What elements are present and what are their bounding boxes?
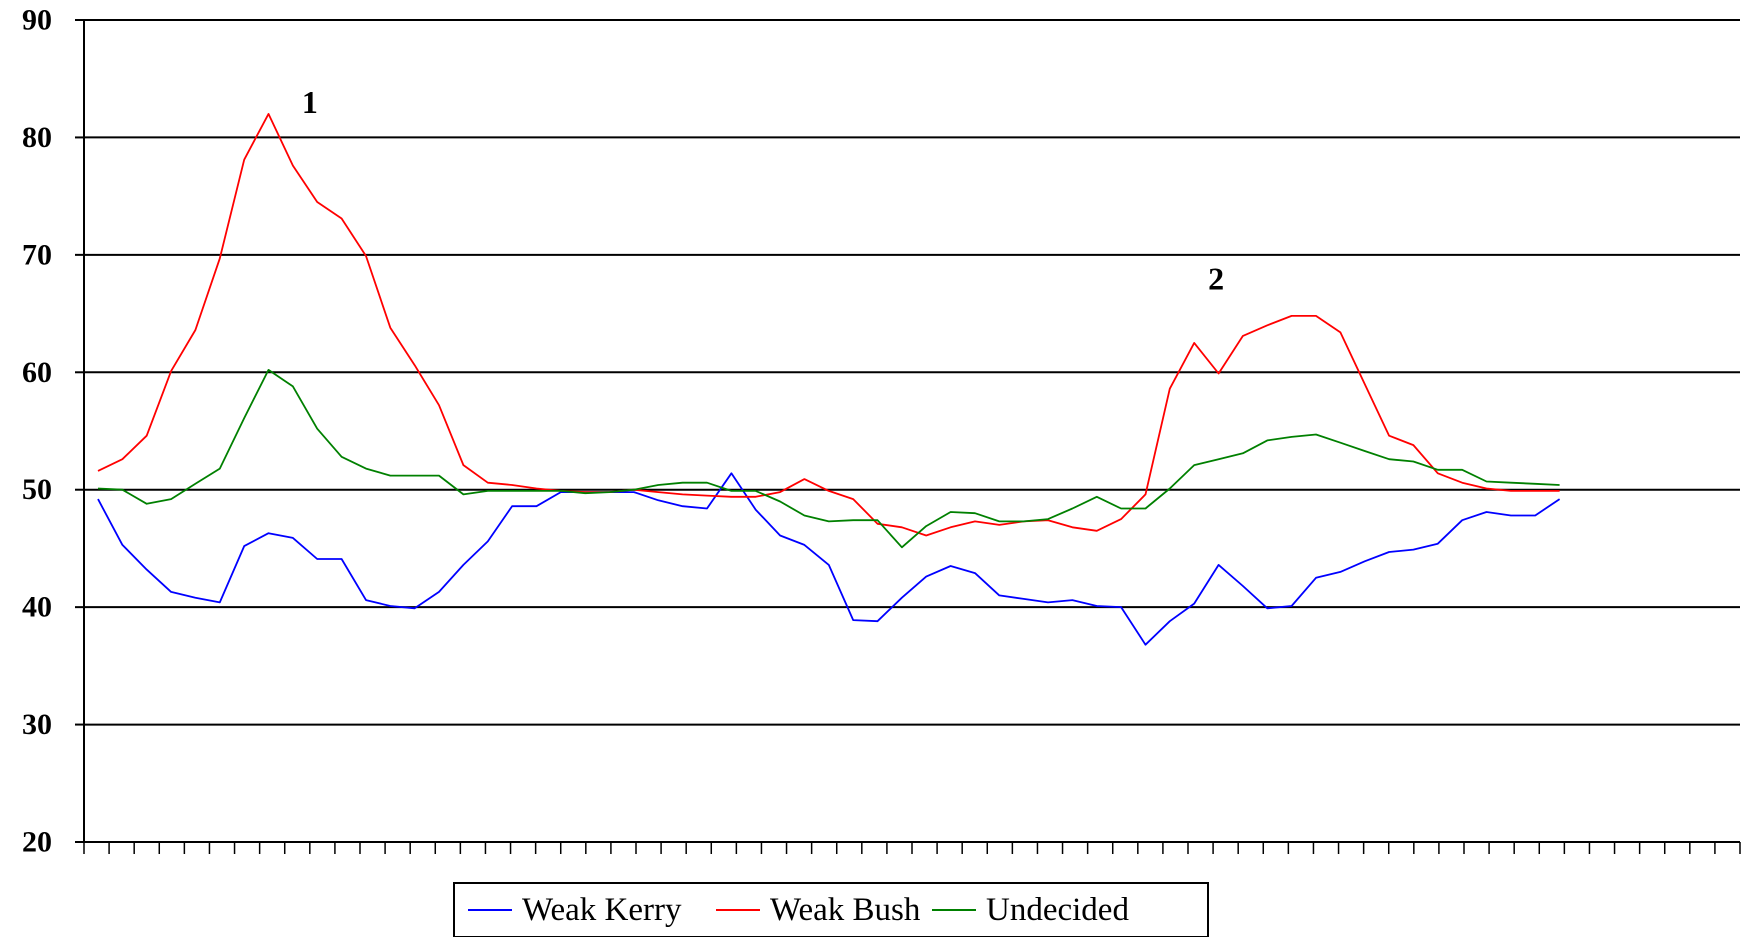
series-line-weak-kerry [97, 472, 1561, 646]
y-tick-label-40: 40 [22, 591, 52, 624]
y-tick-label-20: 20 [22, 826, 52, 859]
legend-label-undecided: Undecided [986, 892, 1129, 928]
y-tick-label-70: 70 [22, 238, 52, 271]
legend-label-weak-kerry: Weak Kerry [522, 892, 682, 928]
y-tick-label-30: 30 [22, 708, 52, 741]
annotation-1: 1 [302, 84, 318, 120]
y-tick-label-80: 80 [22, 121, 52, 154]
annotation-2: 2 [1208, 260, 1224, 296]
gridlines [84, 19, 1740, 843]
axes [83, 20, 1740, 843]
y-tick-label-60: 60 [22, 356, 52, 389]
x-tick-marks [83, 842, 1741, 854]
y-tick-label-50: 50 [22, 473, 52, 506]
legend-box [453, 882, 1209, 937]
y-tick-label-90: 90 [22, 4, 52, 37]
legend-label-weak-bush: Weak Bush [770, 892, 921, 928]
series-lines [97, 113, 1561, 646]
annotations: 12 [302, 84, 1224, 296]
series-line-weak-bush [97, 113, 1560, 537]
y-tick-labels: 20 30 40 50 60 70 80 90 [22, 4, 84, 859]
series-line-undecided [97, 368, 1560, 549]
legend: Weak Kerry Weak Bush Undecided [453, 882, 1209, 937]
